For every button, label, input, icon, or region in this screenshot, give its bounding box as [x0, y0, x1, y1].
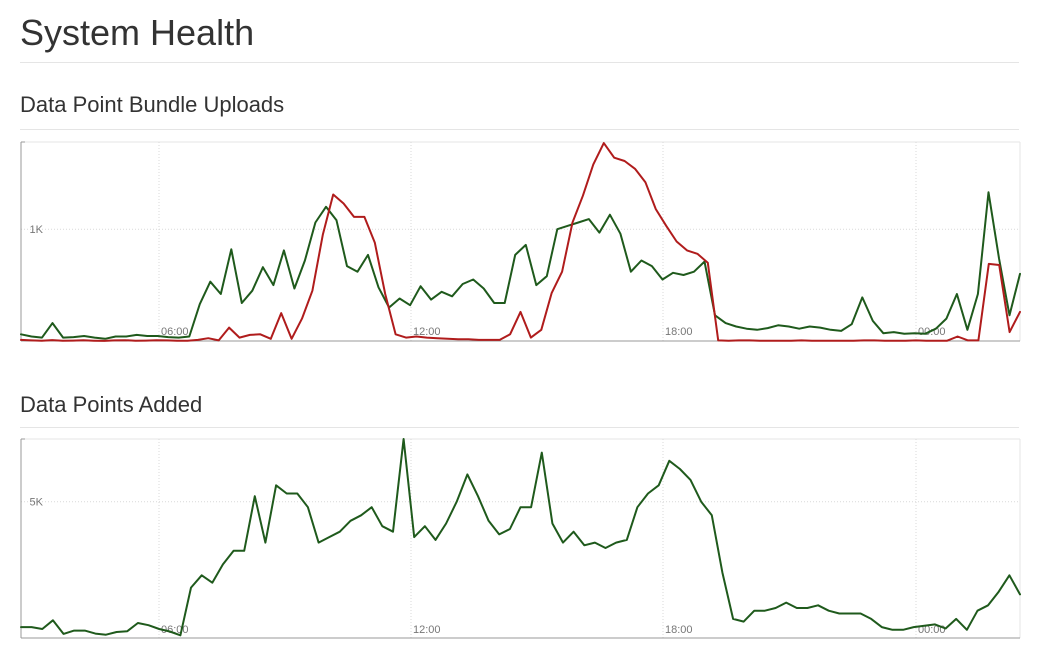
x-tick-label-06-00: 06:00 [161, 326, 189, 338]
page-title: System Health [20, 12, 255, 53]
y-tick-label-5k: 5K [30, 497, 44, 509]
series-line-1 [20, 438, 1021, 637]
bundle-uploads-chart[interactable]: 06:00 12:00 18:00 00:00 1K [0, 130, 1039, 350]
section-title-bundle-uploads: Data Point Bundle Uploads [20, 92, 285, 117]
x-tick-label-18-00: 18:00 [665, 624, 693, 636]
y-tick-label-1k: 1K [30, 224, 44, 236]
series-line-2 [20, 142, 1021, 342]
x-tick-label-12-00: 12:00 [413, 326, 441, 338]
series-line-1 [20, 191, 1021, 340]
section-divider-data-points-added [20, 427, 1019, 428]
title-divider [20, 62, 1019, 63]
x-tick-label-18-00: 18:00 [665, 326, 693, 338]
x-tick-label-00-00: 00:00 [918, 624, 946, 636]
x-tick-label-12-00: 12:00 [413, 624, 441, 636]
section-divider-bundle-uploads [20, 129, 1019, 130]
x-tick-label-00-00: 00:00 [918, 326, 946, 338]
section-title-data-points-added: Data Points Added [20, 392, 203, 417]
